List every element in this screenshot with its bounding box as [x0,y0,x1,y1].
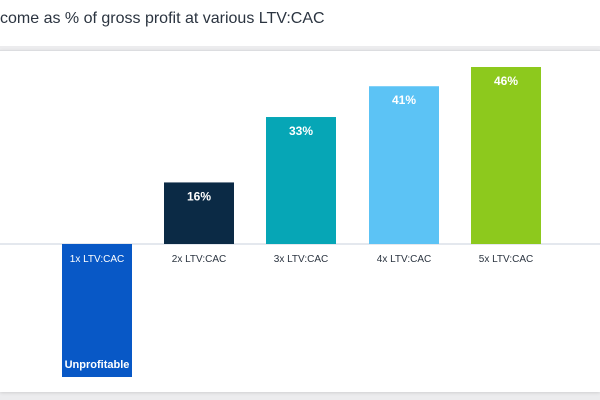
value-label: 16% [187,189,211,203]
category-label: 5x LTV:CAC [479,254,533,265]
value-label: Unprofitable [65,359,130,371]
category-label: 1x LTV:CAC [70,254,124,265]
category-label: 2x LTV:CAC [172,254,226,265]
chart-panel: Unprofitable 1x LTV:CAC 16% 2x LTV:CAC 33% 3x… [0,50,600,392]
bar-4x [369,86,439,244]
value-label: 41% [392,93,416,107]
bar-5x [471,67,541,244]
chart-title: come as % of gross profit at various LTV… [0,10,325,27]
value-label: 46% [494,74,518,88]
bar-3x [266,117,336,244]
value-label: 33% [289,124,313,138]
category-label: 4x LTV:CAC [377,254,431,265]
header: come as % of gross profit at various LTV… [0,0,600,46]
bar-chart: Unprofitable 1x LTV:CAC 16% 2x LTV:CAC 33% 3x… [0,67,600,377]
bar-1x [62,244,132,377]
category-label: 3x LTV:CAC [274,254,328,265]
bar-2x [164,182,234,244]
